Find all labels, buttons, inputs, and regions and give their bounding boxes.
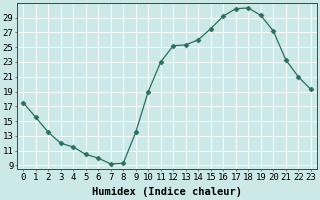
X-axis label: Humidex (Indice chaleur): Humidex (Indice chaleur): [92, 187, 242, 197]
